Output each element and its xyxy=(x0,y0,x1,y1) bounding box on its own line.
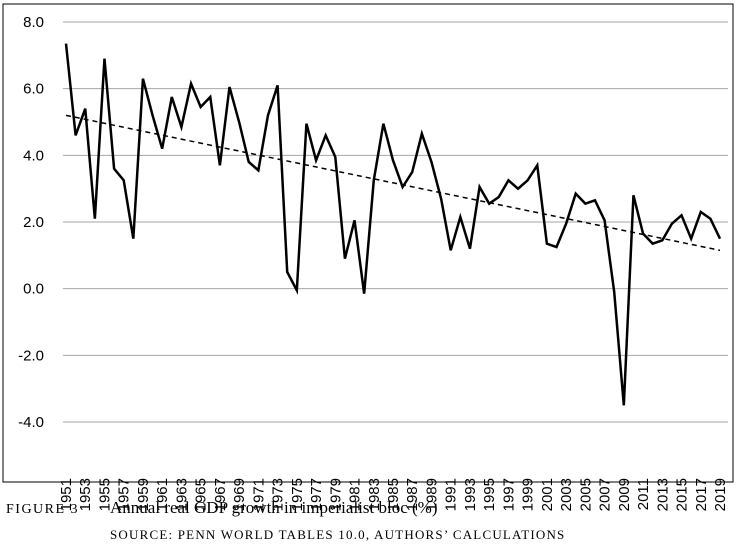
x-tick-label: 1995 xyxy=(481,478,498,511)
x-tick-label: 2013 xyxy=(654,478,671,511)
y-tick-label: 0.0 xyxy=(23,281,44,298)
x-tick-label: 2011 xyxy=(635,478,652,510)
y-tick-label: 4.0 xyxy=(23,147,44,164)
x-tick-label: 1953 xyxy=(77,478,94,511)
x-tick-label: 1997 xyxy=(500,478,517,511)
x-tick-label: 2015 xyxy=(674,478,691,511)
x-tick-label: 1959 xyxy=(135,478,152,511)
x-tick-label: 1971 xyxy=(250,478,267,511)
x-tick-label: 1977 xyxy=(308,478,325,511)
x-tick-label: 1999 xyxy=(520,478,537,511)
x-tick-label: 1973 xyxy=(270,478,287,511)
x-tick-label: 1981 xyxy=(347,478,364,511)
x-tick-label: 1967 xyxy=(212,478,229,511)
x-tick-label: 2009 xyxy=(616,478,633,511)
x-tick-label: 1957 xyxy=(116,478,133,511)
x-tick-label: 1991 xyxy=(443,478,460,511)
y-tick-label: -4.0 xyxy=(18,414,44,431)
x-tick-label: 2007 xyxy=(597,478,614,511)
y-tick-label: 6.0 xyxy=(23,81,44,98)
x-tick-label: 1983 xyxy=(366,478,383,511)
x-tick-label: 1975 xyxy=(289,478,306,511)
chart-source: SOURCE: PENN WORLD TABLES 10.0, AUTHORS’… xyxy=(110,527,565,542)
y-tick-label: 8.0 xyxy=(23,14,44,31)
figure-label: FIGURE 3 xyxy=(6,502,79,517)
x-tick-label: 1963 xyxy=(173,478,190,511)
x-tick-label: 1985 xyxy=(385,478,402,511)
data-line xyxy=(64,43,722,406)
chart-title: Annual real GDP growth in imperialist bl… xyxy=(110,498,438,517)
x-tick-label: 1961 xyxy=(154,478,171,511)
x-tick-label: 1993 xyxy=(462,478,479,511)
x-tick-label: 1965 xyxy=(193,478,210,511)
x-tick-label: 2001 xyxy=(539,478,556,511)
x-tick-label: 1987 xyxy=(404,478,421,511)
x-tick-label: 2019 xyxy=(712,478,729,511)
x-tick-label: 2005 xyxy=(577,478,594,511)
chart-border xyxy=(2,3,734,483)
x-tick-label: 2017 xyxy=(693,478,710,511)
trend-line xyxy=(65,114,721,252)
x-tick-label: 1969 xyxy=(231,478,248,511)
x-tick-label: 1951 xyxy=(58,478,75,511)
x-tick-label: 1955 xyxy=(96,478,113,511)
y-tick-label: 2.0 xyxy=(23,214,44,231)
y-tick-label: -2.0 xyxy=(18,347,44,364)
x-tick-label: 2003 xyxy=(558,478,575,511)
x-tick-label: 1989 xyxy=(423,478,440,511)
x-tick-label: 1979 xyxy=(327,478,344,511)
